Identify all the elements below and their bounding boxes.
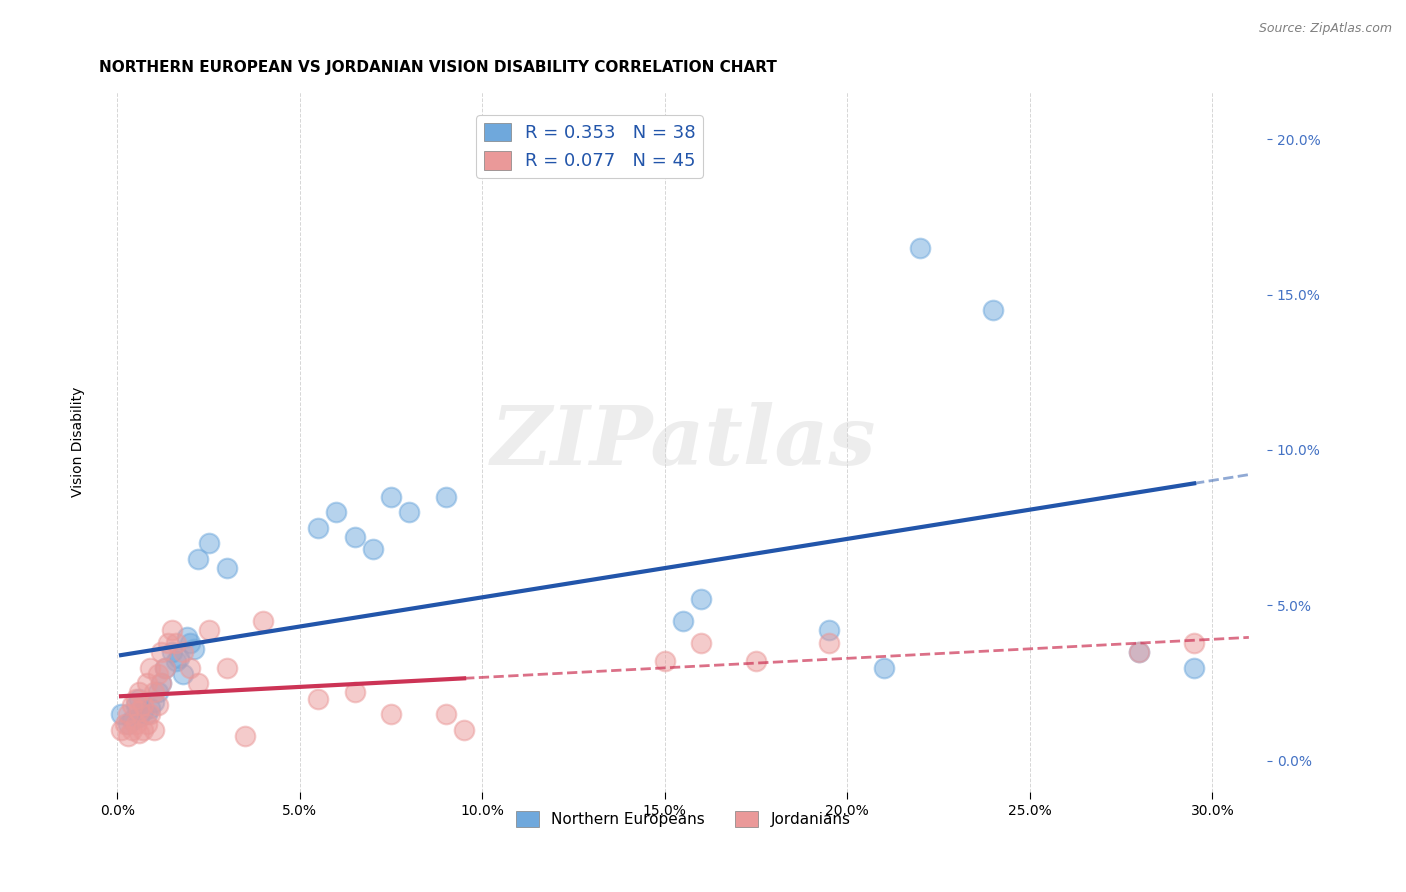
Point <box>176 630 198 644</box>
Point <box>233 729 256 743</box>
Point <box>343 530 366 544</box>
Point <box>132 723 155 737</box>
Text: Source: ZipAtlas.com: Source: ZipAtlas.com <box>1258 22 1392 36</box>
Point <box>121 723 143 737</box>
Point <box>150 676 173 690</box>
Point <box>142 685 165 699</box>
Point <box>434 707 457 722</box>
Point <box>128 726 150 740</box>
Text: NORTHERN EUROPEAN VS JORDANIAN VISION DISABILITY CORRELATION CHART: NORTHERN EUROPEAN VS JORDANIAN VISION DI… <box>100 60 778 75</box>
Point <box>745 654 768 668</box>
Point <box>654 654 676 668</box>
Point <box>139 660 162 674</box>
Point <box>172 645 194 659</box>
Legend: Northern Europeans, Jordanians: Northern Europeans, Jordanians <box>510 805 856 833</box>
Point <box>1128 645 1150 659</box>
Point <box>142 723 165 737</box>
Point <box>179 660 201 674</box>
Point <box>165 636 187 650</box>
Point <box>124 698 146 712</box>
Point <box>139 707 162 722</box>
Point <box>380 490 402 504</box>
Point <box>172 666 194 681</box>
Point <box>146 685 169 699</box>
Point <box>132 698 155 712</box>
Point <box>307 521 329 535</box>
Point <box>128 704 150 718</box>
Point <box>910 241 932 255</box>
Point <box>146 698 169 712</box>
Point <box>160 624 183 638</box>
Point <box>434 490 457 504</box>
Point <box>690 636 713 650</box>
Point <box>124 716 146 731</box>
Point <box>117 729 139 743</box>
Point <box>453 723 475 737</box>
Point <box>1182 636 1205 650</box>
Point <box>325 505 347 519</box>
Point <box>818 636 841 650</box>
Point <box>197 624 219 638</box>
Point <box>873 660 896 674</box>
Point <box>128 691 150 706</box>
Point <box>157 636 180 650</box>
Point <box>252 614 274 628</box>
Y-axis label: Vision Disability: Vision Disability <box>72 387 86 498</box>
Point <box>165 654 187 668</box>
Point <box>215 660 238 674</box>
Point <box>146 666 169 681</box>
Point <box>135 707 157 722</box>
Point <box>135 676 157 690</box>
Point <box>139 701 162 715</box>
Point <box>114 716 136 731</box>
Point <box>690 592 713 607</box>
Point <box>160 645 183 659</box>
Point <box>117 716 139 731</box>
Point <box>361 542 384 557</box>
Point <box>121 714 143 728</box>
Text: ZIPatlas: ZIPatlas <box>491 402 876 483</box>
Point <box>197 536 219 550</box>
Point <box>183 642 205 657</box>
Point <box>1182 660 1205 674</box>
Point <box>179 636 201 650</box>
Point <box>110 707 132 722</box>
Point <box>983 303 1005 318</box>
Point <box>398 505 420 519</box>
Point <box>187 551 209 566</box>
Point <box>672 614 695 628</box>
Point <box>124 691 146 706</box>
Point <box>307 691 329 706</box>
Point <box>169 651 191 665</box>
Point <box>135 716 157 731</box>
Point <box>215 561 238 575</box>
Point <box>153 660 176 674</box>
Point <box>343 685 366 699</box>
Point <box>128 685 150 699</box>
Point <box>187 676 209 690</box>
Point <box>117 707 139 722</box>
Point <box>150 645 173 659</box>
Point <box>128 710 150 724</box>
Point <box>110 723 132 737</box>
Point <box>818 624 841 638</box>
Point <box>132 704 155 718</box>
Point <box>150 676 173 690</box>
Point <box>142 695 165 709</box>
Point <box>153 660 176 674</box>
Point <box>1128 645 1150 659</box>
Point <box>380 707 402 722</box>
Point <box>121 698 143 712</box>
